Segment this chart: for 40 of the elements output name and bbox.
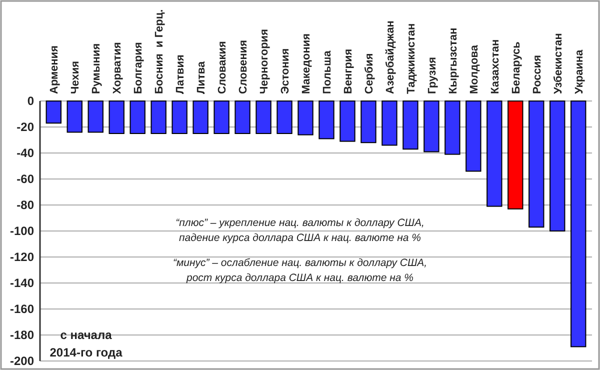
x-tick-label: Словения [238,40,250,94]
x-tick-label: Чехия [70,61,82,94]
x-tick-label: Болгария [132,42,145,94]
y-tick-label: -100 [10,224,34,238]
x-tick-label: Черногория [258,29,271,94]
x-tick-label: Румыния [90,43,103,94]
y-tick-label: -40 [16,146,34,160]
x-tick-label: Беларусь [510,41,522,94]
x-tick-label: Латвия [174,54,187,94]
x-tick-label: Литва [196,60,208,94]
x-tick-label: Россия [531,54,544,94]
y-tick-label: -180 [10,328,34,342]
y-tick-label: -60 [16,172,34,186]
x-tick-label: Молдова [468,44,480,94]
y-tick-label: -120 [10,250,34,264]
annotation: с начала 2014-го года [50,328,123,360]
y-tick-label: -80 [16,198,34,212]
x-tick-label: Украина [573,48,586,94]
x-tick-label: Сербия [363,53,376,94]
x-tick-label: Узбекистан [552,33,564,94]
x-tick-label: Эстония [280,48,292,94]
annotation: “минус” – ослабление нац. валюты к доллару США, рост курса доллара США к нац. валюте на % [172,257,428,284]
annotation: “плюс” – укрепление нац. валюты к доллару США, падение курса доллара США к нац. валюте на % [176,217,424,244]
x-tick-label: Польша [321,50,334,94]
x-tick-label: Кыргызстан [447,28,460,94]
x-tick-label: Македония [300,33,313,94]
x-tick-label: Таджикистан [405,23,418,94]
x-tick-label: Венгрия [342,48,354,94]
y-tick-label: -200 [10,354,34,368]
x-tick-label: Азербайджан [384,20,396,94]
x-tick-label: Армения [48,45,61,94]
y-tick-label: -140 [10,276,34,290]
x-tick-label: Грузия [426,56,438,94]
y-tick-label: 0 [27,94,34,108]
y-tick-label: -20 [16,120,34,134]
x-tick-label: Словакия [216,41,229,94]
x-tick-label: Босния и Герц. [154,9,166,94]
x-tick-label: Казахстан [489,39,502,94]
x-tick-label: Хорватия [112,42,124,94]
y-tick-label: -160 [10,302,34,316]
